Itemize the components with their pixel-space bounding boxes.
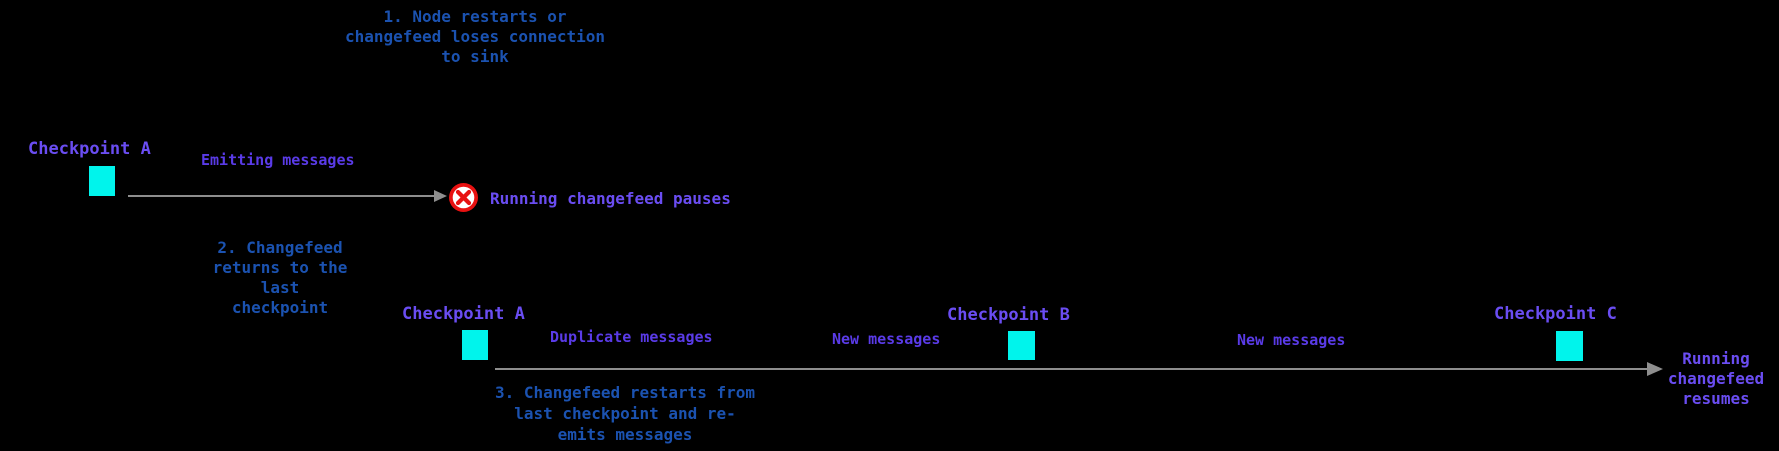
step1-note: 1. Node restarts or changefeed loses con… xyxy=(344,7,606,66)
cancel-x-circle-icon xyxy=(448,182,479,213)
emitting-messages-label: Emitting messages xyxy=(201,151,355,169)
checkpoint-c-label: Checkpoint C xyxy=(1494,304,1617,324)
timeline-bottom-line xyxy=(495,368,1647,370)
timeline-top-line xyxy=(128,195,434,197)
checkpoint-b-label: Checkpoint B xyxy=(947,305,1070,325)
checkpoint-a-marker-top xyxy=(89,166,115,196)
duplicate-messages-label: Duplicate messages xyxy=(550,328,713,346)
checkpoint-a-marker-bottom xyxy=(462,330,488,360)
checkpoint-a-label-top: Checkpoint A xyxy=(28,139,151,159)
step2-note: 2. Changefeed returns to the last checkp… xyxy=(212,238,348,317)
running-changefeed-resumes-label: Running changefeed resumes xyxy=(1667,349,1765,408)
step3-note: 3. Changefeed restarts from last checkpo… xyxy=(494,383,756,444)
timeline-bottom-arrowhead-icon xyxy=(1647,362,1663,376)
checkpoint-b-marker xyxy=(1008,331,1035,360)
new-messages-label-second: New messages xyxy=(1237,331,1346,349)
checkpoint-c-marker xyxy=(1556,331,1583,361)
timeline-top-arrowhead-icon xyxy=(434,190,447,202)
checkpoint-a-label-bottom: Checkpoint A xyxy=(402,304,525,324)
running-changefeed-pauses-label: Running changefeed pauses xyxy=(490,189,731,208)
new-messages-label-first: New messages xyxy=(832,330,941,348)
